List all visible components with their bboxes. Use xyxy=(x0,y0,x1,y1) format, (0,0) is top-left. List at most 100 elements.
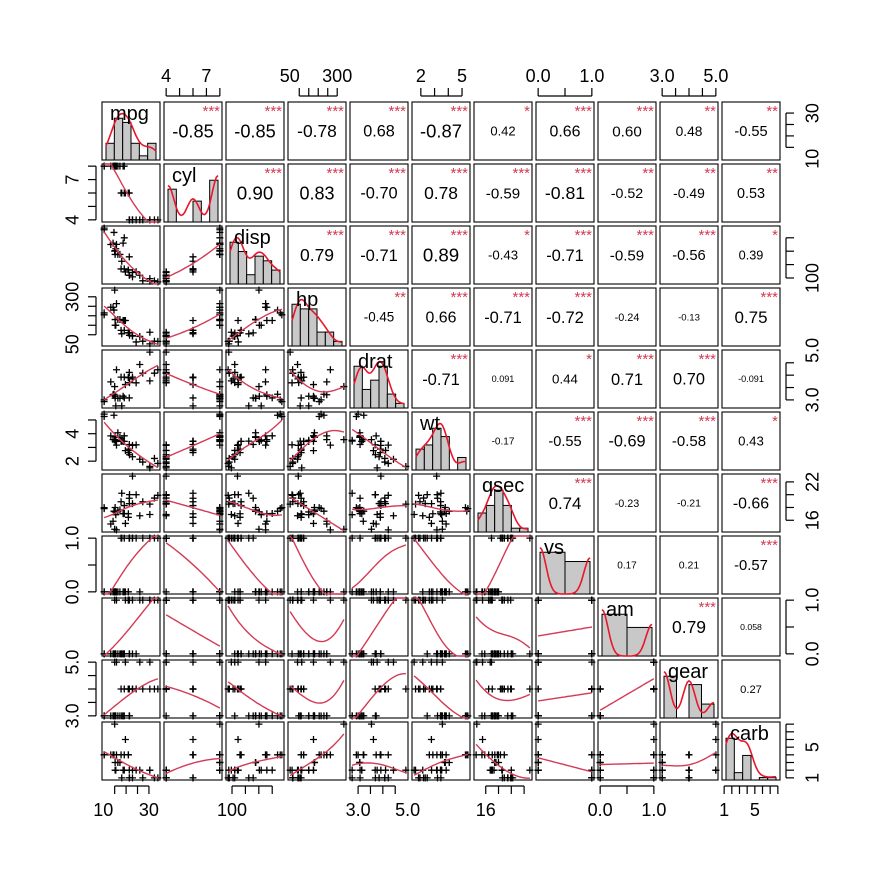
smooth-line xyxy=(104,163,158,223)
scatter-point xyxy=(382,766,390,774)
scatter-point xyxy=(712,766,720,774)
scatter-point xyxy=(132,338,140,346)
scatter-point xyxy=(309,650,317,658)
scatter-point xyxy=(340,658,348,666)
scatter-point xyxy=(237,751,245,759)
tick-label: 1 xyxy=(803,773,823,783)
significance-stars: *** xyxy=(574,289,592,306)
scatter-point xyxy=(410,766,418,774)
scatter-point xyxy=(427,735,435,743)
tick-label: 5 xyxy=(750,800,760,820)
smooth-line xyxy=(289,733,345,777)
scatter-point xyxy=(224,459,232,467)
scatter-point xyxy=(372,712,380,720)
correlation-value: -0.87 xyxy=(420,120,462,141)
scatter-point xyxy=(237,498,245,506)
tick-label: 3.0 xyxy=(803,387,823,412)
scatter-point xyxy=(650,774,658,782)
panel-disp-hp xyxy=(287,225,347,285)
scatter-point xyxy=(117,326,125,334)
panel-vs-mpg xyxy=(101,535,161,595)
scatter-point xyxy=(507,712,515,720)
scatter-point xyxy=(367,436,375,444)
correlation-value: 0.48 xyxy=(676,124,703,139)
scatter-point xyxy=(216,366,224,374)
correlation-value: -0.58 xyxy=(672,433,706,450)
scatter-point xyxy=(294,472,302,480)
smooth-line xyxy=(227,419,283,461)
scatter-point xyxy=(348,436,356,444)
scatter-point xyxy=(650,720,658,728)
scatter-point xyxy=(189,596,197,604)
histogram-bar xyxy=(767,777,777,781)
scatter-point xyxy=(136,588,144,596)
scatter-point xyxy=(100,712,108,720)
scatter-point xyxy=(114,429,122,437)
smooth-line xyxy=(165,313,221,339)
scatter-point xyxy=(487,596,495,604)
significance-stars: *** xyxy=(326,227,344,244)
scatter-point xyxy=(309,394,317,402)
scatter-point xyxy=(224,491,232,499)
correlation-value: -0.71 xyxy=(360,247,398,265)
scatter-point xyxy=(162,588,170,596)
scatter-point xyxy=(136,216,144,224)
scatter-point xyxy=(298,464,306,472)
scatter-point xyxy=(367,658,375,666)
scatter-point xyxy=(415,491,423,499)
scatter-point xyxy=(294,512,302,520)
scatter-point xyxy=(268,650,276,658)
scatter-point xyxy=(162,658,170,666)
histogram-bar xyxy=(758,777,769,781)
smooth-line xyxy=(599,678,655,711)
histogram-bar xyxy=(663,675,677,719)
scatter-point xyxy=(117,685,125,693)
scatter-point xyxy=(139,277,147,285)
scatter-point xyxy=(189,658,197,666)
correlation-value: -0.23 xyxy=(615,498,640,510)
correlation-value: 0.70 xyxy=(673,371,705,389)
scatter-point xyxy=(534,685,542,693)
panel-mpg-qsec xyxy=(473,101,533,161)
scatter-point xyxy=(288,650,296,658)
scatter-point xyxy=(255,286,263,294)
scatter-point xyxy=(231,368,239,376)
density-curve xyxy=(601,609,653,657)
scatter-point xyxy=(309,432,317,440)
scatter-point xyxy=(382,446,390,454)
scatter-point xyxy=(125,596,133,604)
scatter-point xyxy=(498,596,506,604)
panel-carb-vs xyxy=(535,721,595,781)
scatter-point xyxy=(126,491,134,499)
tick-label: 5.0 xyxy=(395,800,420,820)
scatter-point xyxy=(189,373,197,381)
scatter-point xyxy=(534,658,542,666)
scatter-point xyxy=(154,491,162,499)
panel-wt-disp xyxy=(225,411,285,471)
density-curve xyxy=(105,112,157,152)
tick-label: 1 xyxy=(719,800,729,820)
panel-mpg-carb xyxy=(721,101,781,161)
scatter-point xyxy=(162,472,170,480)
correlation-value: 0.78 xyxy=(424,183,458,203)
scatter-point xyxy=(112,436,120,444)
scatter-point xyxy=(323,520,331,528)
correlation-value: 0.53 xyxy=(737,186,765,202)
panel-cyl-hp xyxy=(287,163,347,223)
panel-disp-vs xyxy=(535,225,595,285)
panel-qsec-carb xyxy=(721,473,781,533)
scatter-point xyxy=(237,650,245,658)
significance-stars: * xyxy=(586,351,592,368)
scatter-point xyxy=(507,774,515,782)
tick-label: 10 xyxy=(93,800,113,820)
panel-disp-mpg xyxy=(101,225,161,285)
scatter-point xyxy=(507,650,515,658)
correlation-value: -0.70 xyxy=(360,185,397,203)
density-curve xyxy=(229,236,281,273)
scatter-point xyxy=(216,510,224,518)
histogram-bar xyxy=(457,456,467,471)
scatter-point xyxy=(162,329,170,337)
scatter-point xyxy=(438,720,446,728)
histogram-bar xyxy=(502,504,512,533)
scatter-point xyxy=(650,766,658,774)
